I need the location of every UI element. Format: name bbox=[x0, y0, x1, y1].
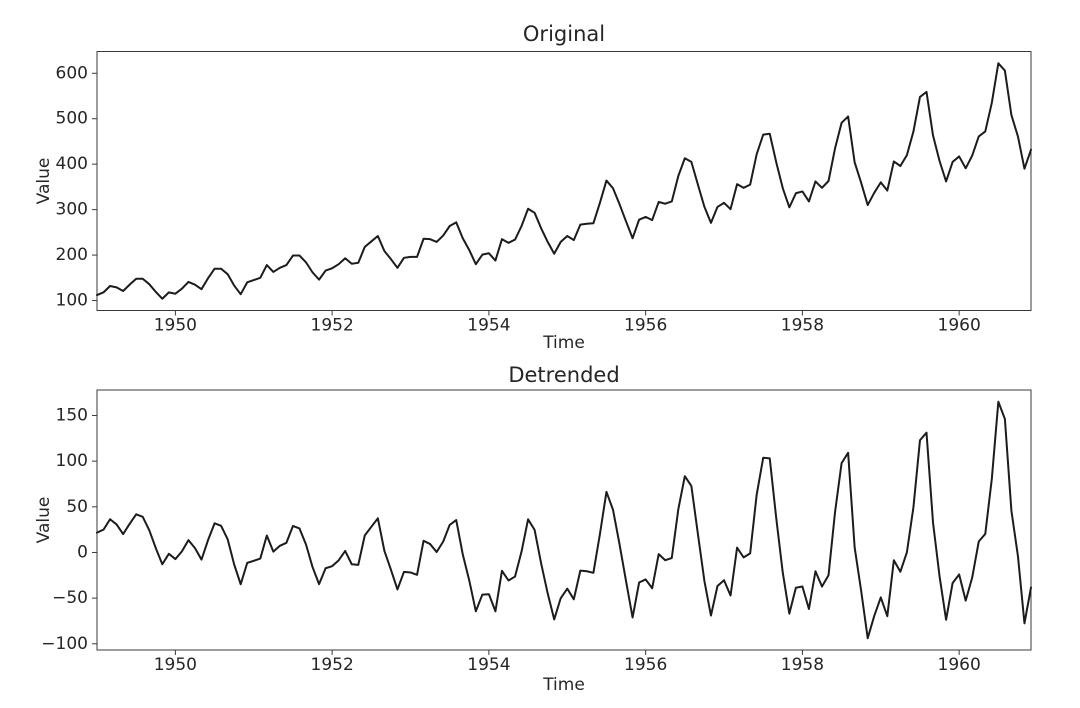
original-y-tick-label: 300 bbox=[56, 200, 88, 220]
original-x-tick-label: 1960 bbox=[938, 316, 981, 336]
original-x-tick-label: 1956 bbox=[624, 316, 667, 336]
detrended-x-axis-label: Time bbox=[543, 675, 585, 695]
original-y-tick-label: 600 bbox=[56, 63, 88, 83]
detrended-y-tick-label: 150 bbox=[56, 405, 88, 425]
original-x-tick-label: 1954 bbox=[467, 316, 510, 336]
detrended-series-line bbox=[96, 400, 1032, 640]
detrended-y-tick-label: −50 bbox=[52, 588, 88, 608]
detrended-x-tick-label: 1954 bbox=[467, 655, 510, 675]
original-x-tick-label: 1950 bbox=[154, 316, 197, 336]
detrended-x-tick-label: 1958 bbox=[781, 655, 824, 675]
detrended-chart-title: Detrended bbox=[508, 363, 620, 387]
detrended-y-tick-label: 50 bbox=[66, 497, 88, 517]
original-chart-title: Original bbox=[522, 22, 606, 46]
detrended-y-tick-label: −100 bbox=[41, 634, 88, 654]
original-y-tick-label: 200 bbox=[56, 245, 88, 265]
original-y-tick-label: 400 bbox=[56, 154, 88, 174]
detrended-y-tick-label: 0 bbox=[77, 542, 88, 562]
original-x-tick-label: 1952 bbox=[311, 316, 354, 336]
original-y-axis-label: Value bbox=[34, 157, 54, 205]
original-axes-frame bbox=[96, 51, 1032, 311]
original-x-axis-label: Time bbox=[543, 333, 585, 353]
original-x-tick-label: 1958 bbox=[781, 316, 824, 336]
detrended-x-tick-label: 1950 bbox=[154, 655, 197, 675]
detrended-x-tick-label: 1952 bbox=[311, 655, 354, 675]
original-series-line bbox=[96, 62, 1032, 300]
detrended-axes-frame bbox=[96, 389, 1032, 651]
original-y-tick-label: 500 bbox=[56, 109, 88, 129]
detrended-x-tick-label: 1960 bbox=[938, 655, 981, 675]
original-y-tick-label: 100 bbox=[56, 291, 88, 311]
detrended-y-tick-label: 100 bbox=[56, 451, 88, 471]
detrended-y-axis-label: Value bbox=[34, 496, 54, 544]
detrended-x-tick-label: 1956 bbox=[624, 655, 667, 675]
